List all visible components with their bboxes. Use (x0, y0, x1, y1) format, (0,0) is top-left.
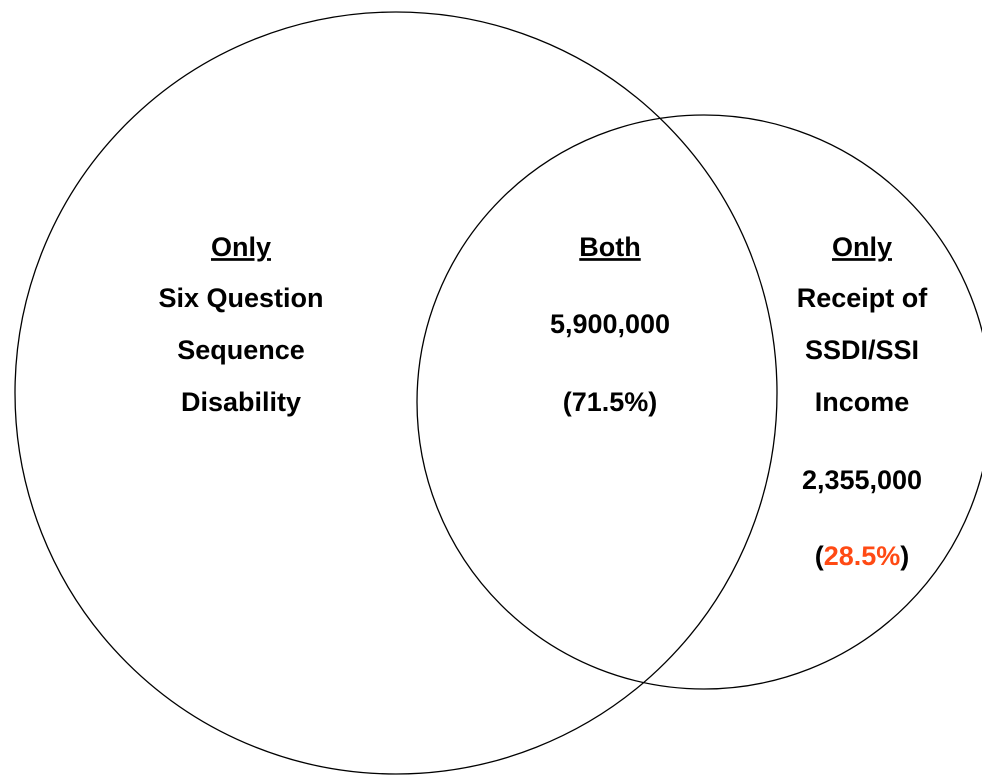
left-circle (14, 11, 778, 775)
right-circle (416, 114, 982, 690)
region-heading: Only (211, 232, 271, 262)
region-line: Sequence (177, 335, 305, 365)
region-count: 2,355,000 (802, 465, 922, 495)
region-line: Receipt of (797, 283, 929, 313)
region-line: SSDI/SSI (805, 335, 919, 365)
region-line: Six Question (158, 283, 323, 313)
region-percent: (71.5%) (563, 387, 658, 417)
paren: ) (900, 541, 909, 571)
paren: ( (815, 541, 824, 571)
region-count: 5,900,000 (550, 309, 670, 339)
region-line: Income (815, 387, 910, 417)
percent-value: 28.5% (824, 541, 901, 571)
region-heading: Both (579, 232, 640, 262)
region-percent: (28.5%) (815, 541, 910, 571)
region-heading: Only (832, 232, 892, 262)
region-line: Disability (181, 387, 301, 417)
